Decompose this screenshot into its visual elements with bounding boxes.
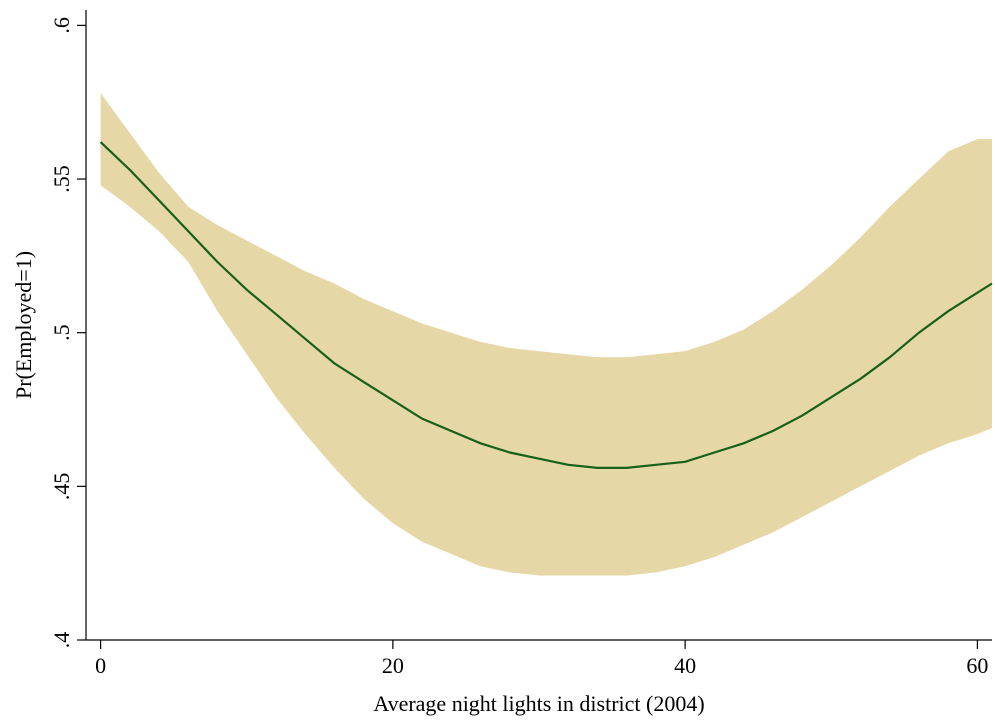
y-tick-label: .4 <box>49 632 74 649</box>
y-tick-label: .45 <box>49 473 74 501</box>
fitted-line <box>99 141 993 469</box>
x-tick-label: 0 <box>95 653 106 678</box>
x-tick-label: 20 <box>382 653 404 678</box>
x-tick-label: 40 <box>674 653 696 678</box>
y-tick-label: .55 <box>49 165 74 193</box>
x-ticks: 0 20 40 60 <box>95 640 988 678</box>
x-tick-label: 60 <box>966 653 988 678</box>
y-tick-label: .5 <box>49 324 74 341</box>
confidence-band <box>100 93 993 576</box>
x-axis-title: Average night lights in district (2004) <box>373 691 704 716</box>
y-ticks: .4 .45 .5 .55 .6 <box>49 17 86 648</box>
plot-area <box>99 93 993 576</box>
y-tick-label: .6 <box>49 17 74 33</box>
y-axis-title: Pr(Employed=1) <box>11 251 36 399</box>
